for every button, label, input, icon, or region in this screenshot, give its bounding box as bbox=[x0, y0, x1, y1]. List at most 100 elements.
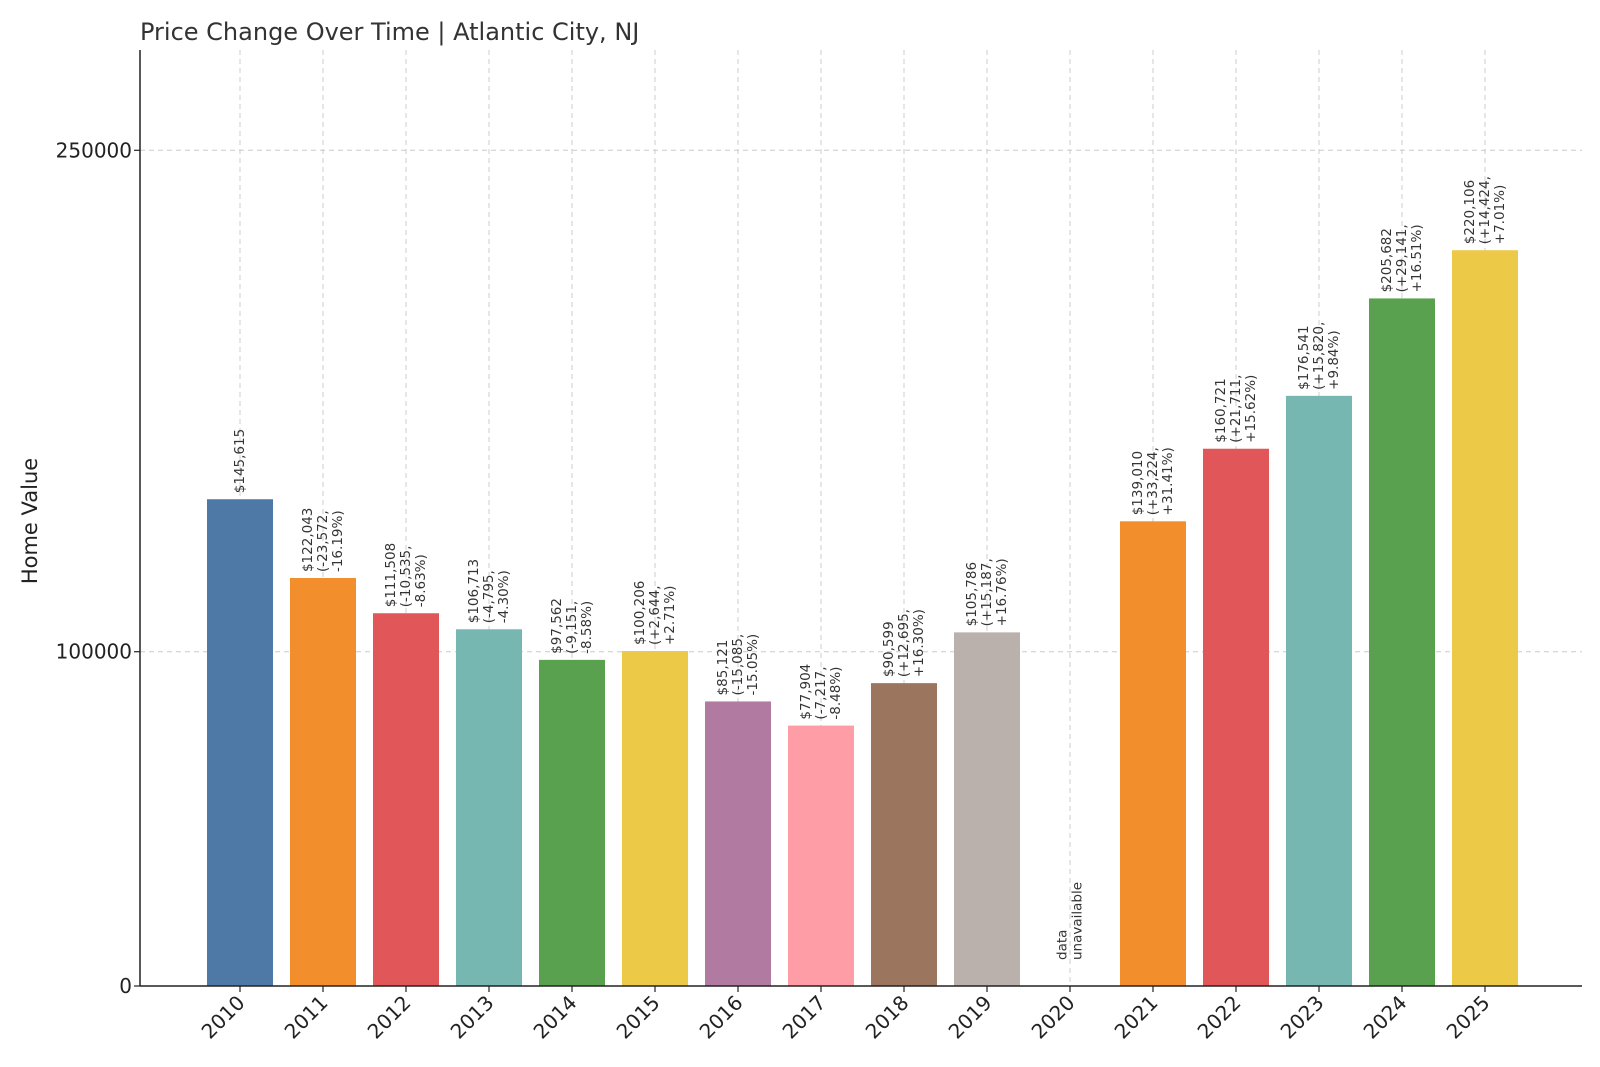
bar-label-line: -8.58%) bbox=[579, 601, 595, 654]
axis-layer bbox=[139, 50, 1582, 987]
x-tick-label: 2020 bbox=[1027, 991, 1080, 1044]
bar-label-line: (-23,572, bbox=[315, 510, 331, 572]
y-tick-label: 0 bbox=[119, 974, 132, 998]
x-tick-label: 2011 bbox=[280, 991, 333, 1044]
bar-layer bbox=[207, 250, 1518, 987]
bar-value-label: $97,562(-9,151,-8.58%) bbox=[549, 598, 595, 654]
x-tick-label: 2019 bbox=[944, 991, 997, 1044]
bar-label-line: $97,562 bbox=[549, 598, 565, 654]
chart-title: Price Change Over Time | Atlantic City, … bbox=[140, 18, 639, 46]
x-tick-label: 2024 bbox=[1359, 991, 1412, 1044]
bar-label-line: data bbox=[1055, 930, 1071, 960]
bar-label-line: -8.48%) bbox=[828, 667, 844, 720]
x-tick-label: 2013 bbox=[446, 991, 499, 1044]
bar-label-line: $176,541 bbox=[1296, 325, 1312, 389]
bar-label-line: $220,106 bbox=[1462, 180, 1478, 244]
y-tick-label: 100000 bbox=[56, 640, 132, 664]
bar bbox=[1286, 395, 1352, 987]
bar bbox=[788, 725, 854, 986]
bar-label-line: (+15,187, bbox=[979, 558, 995, 626]
bar-label-line: (+14,424, bbox=[1477, 176, 1493, 244]
bar-value-label: $176,541(+15,820,+9.84%) bbox=[1296, 322, 1342, 390]
y-axis-label: Home Value bbox=[18, 458, 42, 584]
bar bbox=[456, 629, 522, 986]
bar-label-line: +2.71%) bbox=[662, 586, 678, 645]
x-tick-label: 2015 bbox=[612, 991, 665, 1044]
bar bbox=[871, 683, 937, 986]
bar-label-line: $90,599 bbox=[881, 621, 897, 677]
bar-label-line: -16.19%) bbox=[330, 510, 346, 572]
bar bbox=[207, 499, 273, 986]
missing-data-label: dataunavailable bbox=[1055, 882, 1086, 960]
x-tick-layer: 2010 2011 2012 2013 2014 2015 2016 2017 2018 2019… bbox=[197, 986, 1495, 1044]
bar-label-line: (+15,820, bbox=[1311, 322, 1327, 390]
bar-value-label: $122,043(-23,572,-16.19%) bbox=[300, 508, 346, 572]
bar-label-line: (+12,695, bbox=[896, 609, 912, 677]
bar bbox=[954, 632, 1020, 986]
x-tick-label: 2014 bbox=[529, 991, 582, 1044]
x-tick-label: 2021 bbox=[1110, 991, 1163, 1044]
x-tick-label: 2023 bbox=[1276, 991, 1329, 1044]
x-tick-label: 2022 bbox=[1193, 991, 1246, 1044]
bar-value-label: $111,508(-10,535,-8.63%) bbox=[383, 543, 429, 607]
bar bbox=[705, 701, 771, 986]
bar-label-line: unavailable bbox=[1070, 882, 1086, 960]
bar-label-line: -4.30%) bbox=[496, 570, 512, 623]
bar-value-label: $145,615 bbox=[232, 429, 248, 493]
bar-label-line: (+2,644, bbox=[647, 585, 663, 645]
bar-value-label: $106,713(-4,795,-4.30%) bbox=[466, 559, 512, 623]
bar-label-line: $160,721 bbox=[1213, 378, 1229, 442]
bar-value-label: $105,786(+15,187,+16.76%) bbox=[964, 558, 1010, 626]
bar-label-line: (-9,151, bbox=[564, 601, 580, 654]
bar-label-line: +15.62%) bbox=[1243, 375, 1259, 443]
bar-label-line: -15.05%) bbox=[745, 634, 761, 696]
x-tick-label: 2016 bbox=[695, 991, 748, 1044]
bar-label-line: $122,043 bbox=[300, 508, 316, 572]
bar bbox=[373, 613, 439, 986]
x-tick-label: 2012 bbox=[363, 991, 416, 1044]
bar-label-line: $77,904 bbox=[798, 664, 814, 720]
bar-label-line: $105,786 bbox=[964, 562, 980, 626]
bar-value-label: $85,121(-15,085,-15.05%) bbox=[715, 634, 761, 696]
bar-label-layer: $145,615 $122,043(-23,572,-16.19%) $111,50… bbox=[232, 176, 1508, 960]
bar-value-label: $90,599(+12,695,+16.30%) bbox=[881, 609, 927, 677]
bar-label-line: $100,206 bbox=[632, 581, 648, 645]
bar-label-line: +7.01%) bbox=[1492, 185, 1508, 244]
bar-label-line: (+21,711, bbox=[1228, 375, 1244, 443]
bar bbox=[1203, 448, 1269, 986]
x-tick-label: 2017 bbox=[778, 991, 831, 1044]
y-tick-layer: 0 100000 250000 bbox=[56, 138, 140, 998]
x-tick-label: 2018 bbox=[861, 991, 914, 1044]
bar bbox=[1452, 250, 1518, 986]
grid-layer bbox=[140, 50, 1582, 986]
bar bbox=[539, 659, 605, 986]
bar-value-label: $100,206(+2,644,+2.71%) bbox=[632, 581, 678, 645]
bar-label-line: +9.84%) bbox=[1326, 330, 1342, 389]
bar-value-label: $205,682(+29,141,+16.51%) bbox=[1379, 224, 1425, 292]
bar-value-label: $220,106(+14,424,+7.01%) bbox=[1462, 176, 1508, 244]
bar-label-line: -8.63%) bbox=[413, 554, 429, 607]
bar-label-line: (-4,795, bbox=[481, 570, 497, 623]
bar-label-line: $205,682 bbox=[1379, 228, 1395, 292]
x-tick-label: 2010 bbox=[197, 991, 250, 1044]
bar-value-label: $160,721(+21,711,+15.62%) bbox=[1213, 375, 1259, 443]
bar-label-line: (-10,535, bbox=[398, 546, 414, 608]
bar-label-line: +16.30%) bbox=[911, 609, 927, 677]
bar-label-line: (+33,224, bbox=[1145, 447, 1161, 515]
bar-value-label: $139,010(+33,224,+31.41%) bbox=[1130, 447, 1176, 515]
bar-label-line: +31.41%) bbox=[1160, 447, 1176, 515]
bar-label-line: (+29,141, bbox=[1394, 224, 1410, 292]
y-tick-label: 250000 bbox=[56, 138, 132, 162]
bar-label-line: +16.51%) bbox=[1409, 224, 1425, 292]
bar bbox=[290, 578, 356, 986]
bar-label-line: (-7,217, bbox=[813, 666, 829, 719]
x-tick-label: 2025 bbox=[1442, 991, 1495, 1044]
bar bbox=[1369, 298, 1435, 986]
bar-label-line: $111,508 bbox=[383, 543, 399, 607]
bar-label-line: $85,121 bbox=[715, 640, 731, 696]
bar-value-label: $77,904(-7,217,-8.48%) bbox=[798, 664, 844, 720]
bar bbox=[622, 651, 688, 986]
bar-label-line: +16.76%) bbox=[994, 558, 1010, 626]
bar-label-line: $106,713 bbox=[466, 559, 482, 623]
